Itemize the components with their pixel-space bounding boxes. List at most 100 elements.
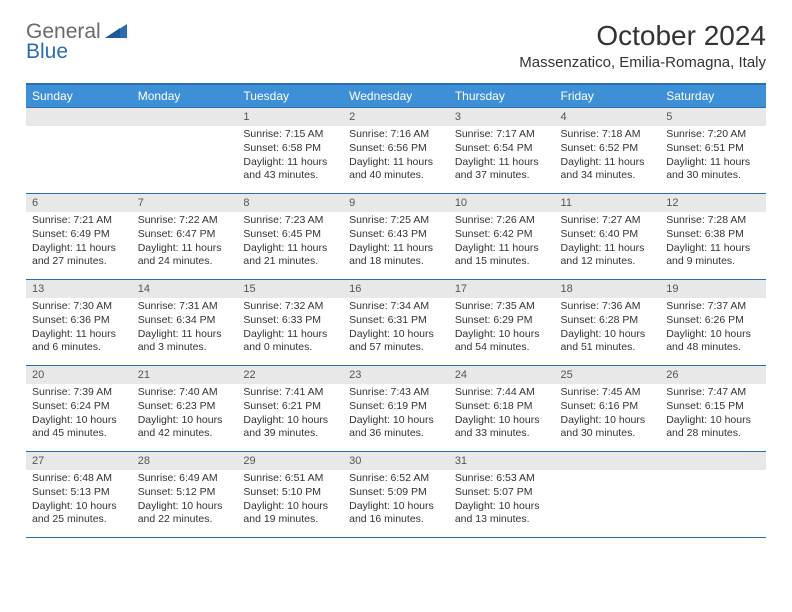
sunrise-text: Sunrise: 7:26 AM — [455, 214, 549, 228]
day-content: Sunrise: 7:43 AMSunset: 6:19 PMDaylight:… — [343, 384, 449, 445]
sunrise-text: Sunrise: 7:40 AM — [138, 386, 232, 400]
calendar-cell — [26, 108, 132, 194]
calendar-cell: 30Sunrise: 6:52 AMSunset: 5:09 PMDayligh… — [343, 452, 449, 538]
sunset-text: Sunset: 6:56 PM — [349, 142, 443, 156]
sunset-text: Sunset: 6:43 PM — [349, 228, 443, 242]
month-title: October 2024 — [519, 20, 766, 52]
daylight-text: Daylight: 10 hours and 33 minutes. — [455, 414, 549, 441]
day-content: Sunrise: 7:17 AMSunset: 6:54 PMDaylight:… — [449, 126, 555, 187]
day-number — [132, 108, 238, 126]
day-number: 19 — [660, 280, 766, 298]
calendar-cell: 20Sunrise: 7:39 AMSunset: 6:24 PMDayligh… — [26, 366, 132, 452]
calendar-row: 20Sunrise: 7:39 AMSunset: 6:24 PMDayligh… — [26, 366, 766, 452]
day-number: 25 — [555, 366, 661, 384]
day-number: 2 — [343, 108, 449, 126]
calendar-cell — [555, 452, 661, 538]
sunrise-text: Sunrise: 7:37 AM — [666, 300, 760, 314]
day-content: Sunrise: 7:15 AMSunset: 6:58 PMDaylight:… — [237, 126, 343, 187]
calendar-cell: 8Sunrise: 7:23 AMSunset: 6:45 PMDaylight… — [237, 194, 343, 280]
calendar-cell: 26Sunrise: 7:47 AMSunset: 6:15 PMDayligh… — [660, 366, 766, 452]
daylight-text: Daylight: 11 hours and 27 minutes. — [32, 242, 126, 269]
day-content: Sunrise: 6:52 AMSunset: 5:09 PMDaylight:… — [343, 470, 449, 531]
day-content: Sunrise: 7:37 AMSunset: 6:26 PMDaylight:… — [660, 298, 766, 359]
day-content: Sunrise: 6:51 AMSunset: 5:10 PMDaylight:… — [237, 470, 343, 531]
sunset-text: Sunset: 6:58 PM — [243, 142, 337, 156]
daylight-text: Daylight: 10 hours and 13 minutes. — [455, 500, 549, 527]
sunrise-text: Sunrise: 7:16 AM — [349, 128, 443, 142]
sunrise-text: Sunrise: 7:18 AM — [561, 128, 655, 142]
calendar-cell — [132, 108, 238, 194]
day-number: 5 — [660, 108, 766, 126]
day-number: 8 — [237, 194, 343, 212]
day-content: Sunrise: 7:35 AMSunset: 6:29 PMDaylight:… — [449, 298, 555, 359]
day-number: 23 — [343, 366, 449, 384]
sunset-text: Sunset: 6:47 PM — [138, 228, 232, 242]
day-number: 17 — [449, 280, 555, 298]
sunrise-text: Sunrise: 7:45 AM — [561, 386, 655, 400]
sunset-text: Sunset: 6:34 PM — [138, 314, 232, 328]
calendar-cell: 24Sunrise: 7:44 AMSunset: 6:18 PMDayligh… — [449, 366, 555, 452]
sunrise-text: Sunrise: 7:23 AM — [243, 214, 337, 228]
day-content: Sunrise: 7:20 AMSunset: 6:51 PMDaylight:… — [660, 126, 766, 187]
daylight-text: Daylight: 10 hours and 28 minutes. — [666, 414, 760, 441]
sunrise-text: Sunrise: 7:44 AM — [455, 386, 549, 400]
calendar-table: Sunday Monday Tuesday Wednesday Thursday… — [26, 83, 766, 538]
sunset-text: Sunset: 6:31 PM — [349, 314, 443, 328]
day-number: 21 — [132, 366, 238, 384]
sunrise-text: Sunrise: 7:27 AM — [561, 214, 655, 228]
sunrise-text: Sunrise: 6:49 AM — [138, 472, 232, 486]
sunset-text: Sunset: 6:21 PM — [243, 400, 337, 414]
calendar-cell: 22Sunrise: 7:41 AMSunset: 6:21 PMDayligh… — [237, 366, 343, 452]
day-number: 1 — [237, 108, 343, 126]
sunset-text: Sunset: 6:51 PM — [666, 142, 760, 156]
calendar-cell: 29Sunrise: 6:51 AMSunset: 5:10 PMDayligh… — [237, 452, 343, 538]
calendar-cell: 13Sunrise: 7:30 AMSunset: 6:36 PMDayligh… — [26, 280, 132, 366]
calendar-cell: 25Sunrise: 7:45 AMSunset: 6:16 PMDayligh… — [555, 366, 661, 452]
daylight-text: Daylight: 10 hours and 51 minutes. — [561, 328, 655, 355]
daylight-text: Daylight: 10 hours and 57 minutes. — [349, 328, 443, 355]
day-number: 29 — [237, 452, 343, 470]
day-content: Sunrise: 7:23 AMSunset: 6:45 PMDaylight:… — [237, 212, 343, 273]
day-number: 28 — [132, 452, 238, 470]
day-number — [555, 452, 661, 470]
day-content: Sunrise: 6:48 AMSunset: 5:13 PMDaylight:… — [26, 470, 132, 531]
day-content: Sunrise: 7:45 AMSunset: 6:16 PMDaylight:… — [555, 384, 661, 445]
day-number: 11 — [555, 194, 661, 212]
daylight-text: Daylight: 10 hours and 39 minutes. — [243, 414, 337, 441]
sunrise-text: Sunrise: 7:28 AM — [666, 214, 760, 228]
day-content: Sunrise: 7:21 AMSunset: 6:49 PMDaylight:… — [26, 212, 132, 273]
day-header-row: Sunday Monday Tuesday Wednesday Thursday… — [26, 84, 766, 108]
daylight-text: Daylight: 10 hours and 30 minutes. — [561, 414, 655, 441]
sunrise-text: Sunrise: 6:53 AM — [455, 472, 549, 486]
sunrise-text: Sunrise: 7:32 AM — [243, 300, 337, 314]
daylight-text: Daylight: 10 hours and 48 minutes. — [666, 328, 760, 355]
calendar-cell: 15Sunrise: 7:32 AMSunset: 6:33 PMDayligh… — [237, 280, 343, 366]
calendar-cell: 12Sunrise: 7:28 AMSunset: 6:38 PMDayligh… — [660, 194, 766, 280]
calendar-cell: 6Sunrise: 7:21 AMSunset: 6:49 PMDaylight… — [26, 194, 132, 280]
calendar-cell: 28Sunrise: 6:49 AMSunset: 5:12 PMDayligh… — [132, 452, 238, 538]
sunset-text: Sunset: 5:13 PM — [32, 486, 126, 500]
logo-text-blue: Blue — [26, 40, 68, 64]
sunset-text: Sunset: 5:07 PM — [455, 486, 549, 500]
day-content: Sunrise: 7:30 AMSunset: 6:36 PMDaylight:… — [26, 298, 132, 359]
daylight-text: Daylight: 10 hours and 45 minutes. — [32, 414, 126, 441]
day-content: Sunrise: 7:32 AMSunset: 6:33 PMDaylight:… — [237, 298, 343, 359]
header: General October 2024 Massenzatico, Emili… — [26, 20, 766, 71]
daylight-text: Daylight: 10 hours and 25 minutes. — [32, 500, 126, 527]
daylight-text: Daylight: 10 hours and 42 minutes. — [138, 414, 232, 441]
sunset-text: Sunset: 6:29 PM — [455, 314, 549, 328]
day-number: 4 — [555, 108, 661, 126]
day-number: 24 — [449, 366, 555, 384]
sunset-text: Sunset: 6:54 PM — [455, 142, 549, 156]
sunset-text: Sunset: 6:15 PM — [666, 400, 760, 414]
calendar-cell: 23Sunrise: 7:43 AMSunset: 6:19 PMDayligh… — [343, 366, 449, 452]
sunset-text: Sunset: 6:36 PM — [32, 314, 126, 328]
daylight-text: Daylight: 10 hours and 19 minutes. — [243, 500, 337, 527]
day-content: Sunrise: 7:34 AMSunset: 6:31 PMDaylight:… — [343, 298, 449, 359]
day-content: Sunrise: 6:53 AMSunset: 5:07 PMDaylight:… — [449, 470, 555, 531]
day-number: 14 — [132, 280, 238, 298]
day-number — [26, 108, 132, 126]
calendar-page: General October 2024 Massenzatico, Emili… — [0, 0, 792, 558]
daylight-text: Daylight: 11 hours and 0 minutes. — [243, 328, 337, 355]
daylight-text: Daylight: 11 hours and 37 minutes. — [455, 156, 549, 183]
